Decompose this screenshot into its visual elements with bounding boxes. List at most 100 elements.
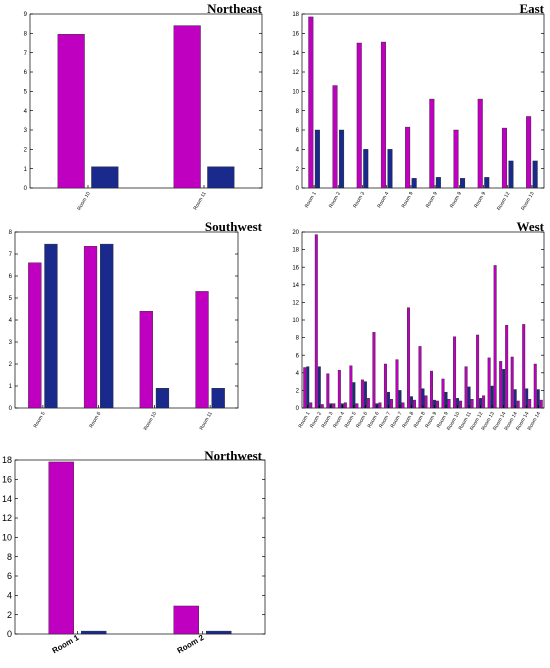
bar-west-s1-room-1: [303, 367, 307, 409]
y-tick-label: 2: [296, 389, 300, 395]
bar-west-s1-room-6: [360, 379, 364, 409]
y-tick-label: 1: [24, 167, 28, 173]
y-tick-label: 0: [7, 629, 12, 639]
y-tick-label: 0: [296, 406, 300, 412]
y-tick-label: 6: [9, 274, 13, 280]
y-tick-label: 14: [2, 494, 12, 504]
bar-west-s1-room-9: [441, 378, 445, 409]
x-category-label: Room 13: [520, 191, 535, 212]
bar-west-s2-room-2: [317, 366, 321, 409]
y-tick-label: 8: [9, 230, 13, 236]
x-category-label: Room 11: [193, 191, 208, 211]
bar-west-s1-room-10: [453, 336, 457, 409]
bar-west-s3-room-9: [447, 398, 451, 409]
bar-west-s3-room-6: [378, 402, 382, 409]
bar-west-s3-room-9: [436, 400, 439, 409]
y-tick-label: 12: [292, 301, 299, 307]
y-tick-label: 4: [296, 371, 300, 377]
bar-west-s3-room-14: [516, 400, 520, 409]
chart-east-svg: East 0 2 4 6 8 10 12 14 16 18 Room 1 Room 2 Room 3 Roo…: [292, 1, 545, 212]
chart-title-east: East: [519, 1, 544, 16]
y-tick-label: 8: [24, 31, 28, 37]
bar-east-s2-room-1: [314, 129, 320, 189]
bar-west-s1-room-8: [418, 346, 422, 409]
y-tick-label: 16: [292, 31, 299, 37]
y-tick-label: 16: [2, 474, 12, 484]
chart-northeast-svg: Northeast 0 1 2 3 4 5 6 7 8 9 Room 10 Room 11: [24, 1, 263, 212]
plot-frame-northwest: [14, 459, 266, 635]
x-category-label: Room 12: [496, 191, 511, 212]
y-tick-label: 2: [7, 610, 12, 620]
y-tick-label: 2: [296, 167, 300, 173]
bar-east-s2-room-12: [508, 160, 514, 189]
chart-title-west: West: [517, 219, 545, 234]
y-tick-label: 6: [296, 353, 300, 359]
bar-west-s2-room-14: [502, 369, 506, 409]
bar-east-s1-room-12: [501, 127, 507, 189]
bar-east-s1-room-9: [453, 129, 459, 189]
x-category-label: Room 10: [76, 191, 91, 212]
chart-title-northwest: Northwest: [204, 448, 262, 463]
bar-west-s3-room-7: [389, 398, 393, 409]
bar-west-s1-room-4: [337, 369, 341, 409]
bar-west-s2-room-11: [467, 386, 471, 409]
y-tick-label: 7: [9, 252, 13, 258]
bar-east-s2-room-13: [532, 160, 538, 189]
bar-southwest-s2-room-5: [44, 243, 58, 409]
chart-title-southwest: Southwest: [205, 219, 263, 234]
bar-east-s2-room-2: [339, 129, 345, 189]
y-tick-label: 1: [9, 384, 13, 390]
bar-east-s1-room-2: [332, 85, 338, 189]
bar-west-s3-room-6: [366, 398, 370, 409]
x-category-label: Room 2: [176, 633, 206, 656]
y-tick-label: 4: [9, 318, 13, 324]
y-tick-label: 10: [292, 318, 299, 324]
x-category-label: Room 4: [376, 191, 390, 209]
bar-west-s3-room-1: [309, 402, 313, 409]
bar-west-s1-room-2: [314, 234, 318, 409]
plot-frame-northeast: [29, 13, 263, 189]
x-category-label: Room 11: [199, 411, 214, 431]
bar-west-s2-room-1: [306, 366, 310, 409]
x-category-label: Room 9: [473, 191, 487, 209]
bar-west-s1-room-3: [326, 373, 330, 409]
y-tick-label: 8: [296, 336, 300, 342]
bar-east-s2-room-9: [411, 178, 417, 189]
x-category-label: Room 6: [88, 411, 102, 429]
plot-frame-east: [301, 13, 545, 189]
bar-northeast-s2-room-10: [91, 166, 119, 189]
y-tick-label: 18: [2, 455, 12, 465]
bar-east-s1-room-9: [405, 126, 411, 189]
bar-east-s2-room-9: [484, 177, 490, 189]
bar-west-s1-room-7: [383, 363, 387, 409]
bar-southwest-s1-room-6: [83, 246, 98, 409]
y-tick-label: 8: [296, 109, 300, 115]
y-tick-label: 4: [296, 147, 300, 153]
y-tick-label: 18: [292, 248, 299, 254]
bar-east-s1-room-13: [526, 116, 532, 189]
bar-east-s1-room-9: [477, 98, 483, 189]
bar-west-s1-room-7: [395, 359, 399, 409]
bar-northwest-s2-room-2: [206, 630, 232, 635]
y-tick-label: 16: [292, 265, 299, 271]
y-tick-label: 3: [24, 128, 28, 134]
bar-west-s3-room-5: [355, 403, 359, 409]
bar-west-s3-room-7: [401, 402, 405, 409]
bar-west-s3-room-12: [482, 395, 486, 409]
y-tick-label: 6: [296, 128, 300, 134]
bar-west-s1-room-9: [430, 370, 433, 409]
x-category-label: Room 9: [449, 191, 463, 209]
bar-west-s3-room-3: [332, 403, 336, 409]
bar-northeast-s2-room-11: [207, 166, 235, 189]
y-tick-label: 4: [7, 590, 12, 600]
bar-east-s1-room-3: [356, 42, 362, 189]
x-category-label: Room 5: [33, 411, 47, 429]
bar-west-s1-room-14: [510, 356, 514, 409]
bar-west-s1-room-5: [349, 365, 353, 409]
bar-northwest-s1-room-2: [173, 605, 199, 635]
x-category-label: Room 9: [401, 191, 415, 209]
y-tick-label: 7: [24, 51, 28, 57]
bar-east-s1-room-1: [308, 16, 314, 189]
bar-southwest-s1-room-5: [28, 262, 42, 409]
y-tick-label: 3: [9, 340, 13, 346]
